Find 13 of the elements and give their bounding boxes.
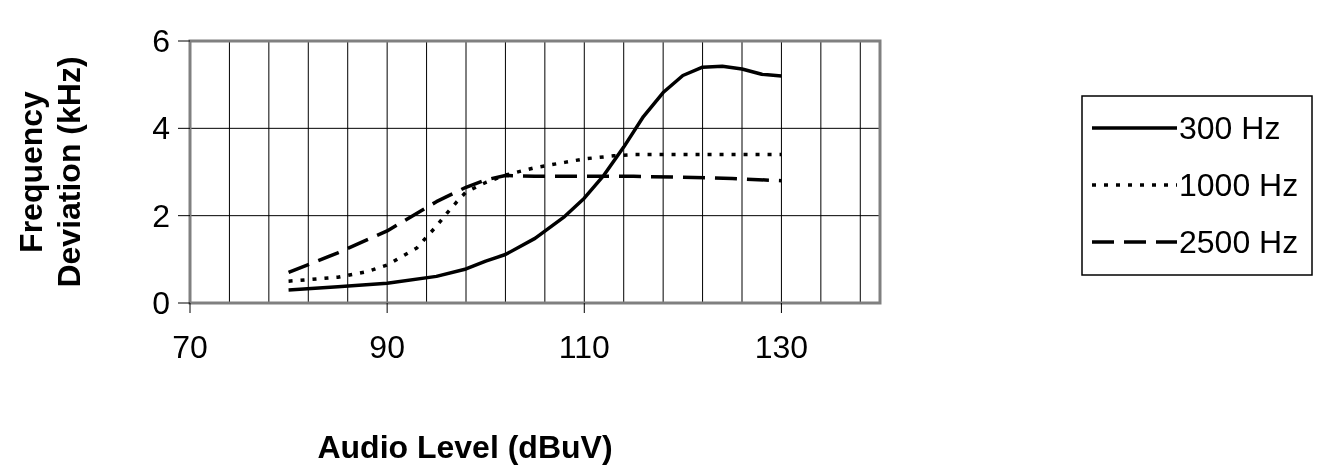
- x-tick-label: 90: [369, 329, 405, 365]
- legend-label: 2500 Hz: [1179, 224, 1299, 260]
- legend-label: 1000 Hz: [1179, 167, 1299, 203]
- x-tick-label: 110: [558, 329, 610, 365]
- y-tick-label: 6: [152, 23, 170, 59]
- y-tick-label: 2: [152, 197, 170, 234]
- x-tick-label: 70: [172, 329, 208, 365]
- y-tick-label: 4: [152, 110, 170, 147]
- y-axis-title: Frequency Deviation (kHz): [13, 56, 87, 288]
- legend-label: 300 Hz: [1179, 110, 1281, 146]
- x-axis-title: Audio Level (dBuV): [317, 429, 613, 465]
- y-tick-label: 0: [152, 285, 170, 321]
- x-tick-label: 130: [754, 329, 809, 365]
